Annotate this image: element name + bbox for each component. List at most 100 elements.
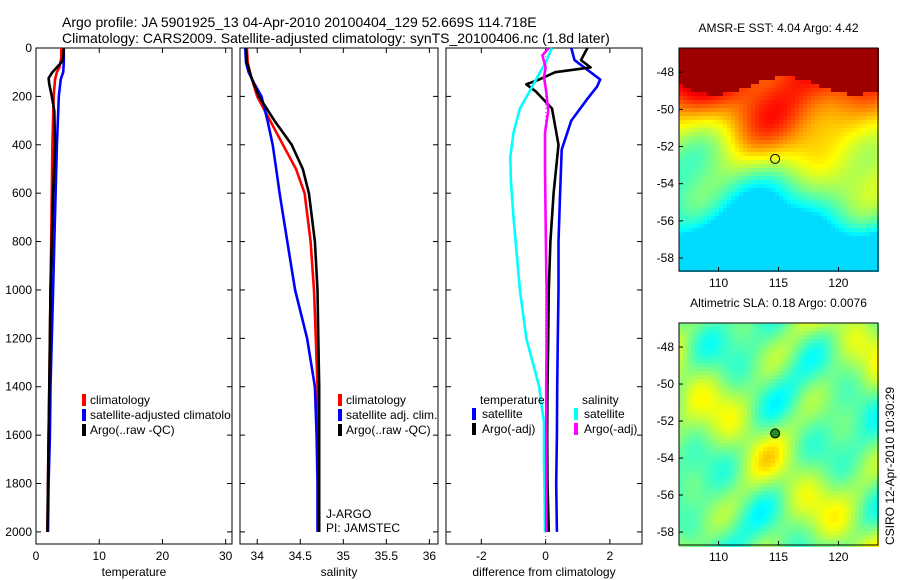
map-cell: [735, 375, 739, 379]
map-cell: [803, 148, 807, 152]
map-cell: [851, 383, 855, 387]
map-cell: [731, 347, 735, 351]
map-cell: [739, 339, 743, 343]
map-cell: [791, 100, 795, 104]
map-cell: [767, 435, 771, 439]
map-cell: [811, 108, 815, 112]
map-cell: [739, 144, 743, 148]
map-cell: [819, 367, 823, 371]
map-cell: [815, 236, 819, 240]
map-cell: [743, 339, 747, 343]
map-cell: [779, 363, 783, 367]
map-cell: [807, 120, 811, 124]
map-cell: [723, 76, 727, 80]
map-cell: [823, 244, 827, 248]
map-cell: [767, 80, 771, 84]
map-cell: [795, 335, 799, 339]
map-cell: [807, 467, 811, 471]
map-cell: [787, 431, 791, 435]
map-cell: [867, 367, 871, 371]
map-cell: [687, 140, 691, 144]
map-cell: [855, 379, 859, 383]
map-cell: [751, 379, 755, 383]
map-cell: [851, 92, 855, 96]
map-cell: [695, 216, 699, 220]
map-cell: [799, 244, 803, 248]
map-cell: [755, 140, 759, 144]
map-cell: [843, 399, 847, 403]
map-cell: [867, 108, 871, 112]
map-cell: [771, 80, 775, 84]
map-cell: [847, 108, 851, 112]
map-cell: [859, 383, 863, 387]
map-cell: [835, 56, 839, 60]
map-cell: [763, 132, 767, 136]
map-cell: [811, 395, 815, 399]
map-y-tick-label: -48: [657, 65, 675, 79]
map-cell: [723, 331, 727, 335]
map-cell: [755, 88, 759, 92]
map-cell: [715, 331, 719, 335]
map-cell: [807, 116, 811, 120]
map-cell: [719, 204, 723, 208]
map-cell: [795, 160, 799, 164]
map-cell: [719, 383, 723, 387]
map-cell: [731, 200, 735, 204]
map-cell: [835, 415, 839, 419]
map-cell: [851, 475, 855, 479]
map-cell: [843, 268, 847, 272]
map-cell: [695, 355, 699, 359]
map-cell: [791, 256, 795, 260]
map-cell: [835, 375, 839, 379]
map-cell: [783, 363, 787, 367]
map-cell: [831, 204, 835, 208]
map-cell: [755, 447, 759, 451]
map-cell: [827, 387, 831, 391]
map-cell: [763, 144, 767, 148]
map-cell: [775, 52, 779, 56]
map-cell: [803, 64, 807, 68]
map-cell: [723, 363, 727, 367]
map-cell: [703, 92, 707, 96]
map-cell: [863, 208, 867, 212]
map-cell: [807, 72, 811, 76]
map-cell: [819, 136, 823, 140]
map-cell: [779, 256, 783, 260]
map-cell: [783, 439, 787, 443]
map-cell: [839, 475, 843, 479]
map-cell: [851, 52, 855, 56]
map-cell: [779, 200, 783, 204]
map-cell: [771, 140, 775, 144]
map-cell: [731, 92, 735, 96]
map-cell: [783, 375, 787, 379]
map-cell: [823, 172, 827, 176]
map-cell: [691, 415, 695, 419]
map-cell: [771, 168, 775, 172]
map-cell: [735, 76, 739, 80]
map-cell: [743, 327, 747, 331]
map-cell: [679, 339, 683, 343]
map-cell: [819, 479, 823, 483]
map-cell: [835, 443, 839, 447]
map-cell: [803, 451, 807, 455]
map-cell: [811, 419, 815, 423]
map-cell: [771, 248, 775, 252]
map-cell: [803, 176, 807, 180]
map-cell: [679, 156, 683, 160]
map-cell: [875, 427, 879, 431]
map-cell: [715, 180, 719, 184]
map-cell: [687, 347, 691, 351]
map-cell: [691, 80, 695, 84]
map-cell: [739, 363, 743, 367]
map-cell: [699, 156, 703, 160]
map-cell: [799, 268, 803, 272]
map-cell: [739, 467, 743, 471]
map-cell: [799, 407, 803, 411]
legend-label: satellite-adjusted climatolo: [90, 408, 231, 422]
map-cell: [843, 264, 847, 268]
map-cell: [751, 367, 755, 371]
map-cell: [735, 104, 739, 108]
map-cell: [839, 208, 843, 212]
map-cell: [767, 431, 771, 435]
map-cell: [759, 116, 763, 120]
